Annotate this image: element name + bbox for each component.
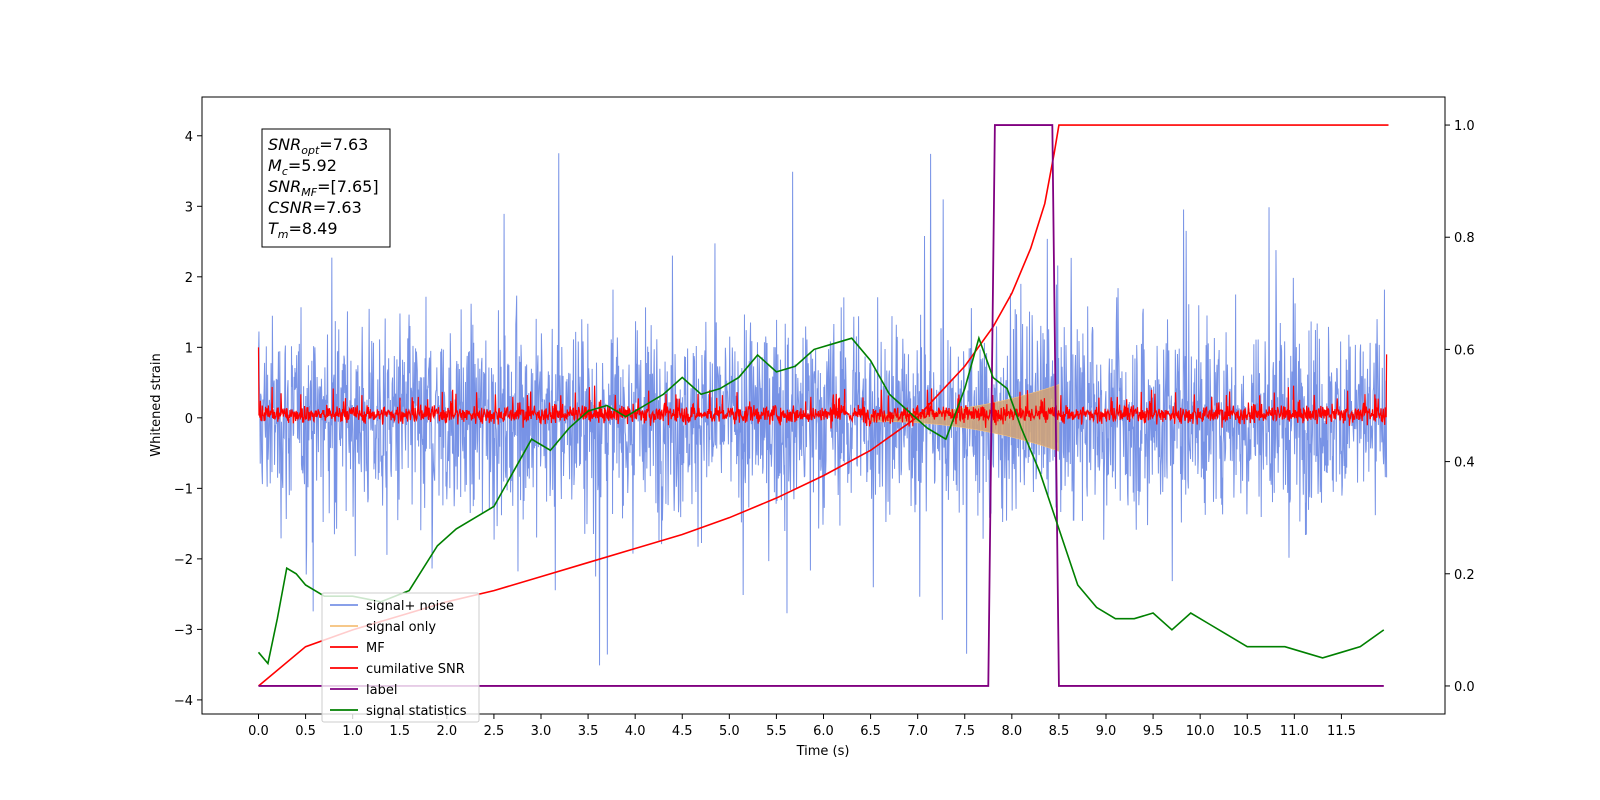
x-tick-label: 11.0 xyxy=(1280,724,1309,739)
legend-entry: signal only xyxy=(366,620,436,635)
legend-entry: label xyxy=(366,683,397,698)
right-y-tick-label: 0.0 xyxy=(1454,680,1475,695)
x-tick-label: 8.5 xyxy=(1049,724,1070,739)
x-tick-label: 1.0 xyxy=(342,724,363,739)
legend-entry: signal statistics xyxy=(366,704,467,719)
info-box-row: CSNR=7.63 xyxy=(268,198,362,217)
x-tick-label: 8.0 xyxy=(1001,724,1022,739)
info-box-row: Mc=5.92 xyxy=(268,156,337,178)
x-tick-label: 4.0 xyxy=(625,724,646,739)
y-tick-label: 1 xyxy=(185,341,193,356)
x-tick-label: 6.5 xyxy=(860,724,881,739)
y-axis-label: Whitened strain xyxy=(149,353,164,456)
y-tick-label: 0 xyxy=(185,412,193,427)
right-y-tick-label: 0.4 xyxy=(1454,456,1475,471)
legend-entry: MF xyxy=(366,641,385,656)
x-tick-label: 5.0 xyxy=(719,724,740,739)
x-tick-label: 0.0 xyxy=(248,724,269,739)
x-axis-label: Time (s) xyxy=(796,744,850,759)
x-tick-label: 6.0 xyxy=(813,724,834,739)
x-tick-label: 10.5 xyxy=(1233,724,1262,739)
x-tick-label: 7.0 xyxy=(907,724,928,739)
series-signal-statistics xyxy=(257,335,1385,666)
x-tick-label: 5.5 xyxy=(766,724,787,739)
series-label xyxy=(258,124,1384,687)
x-tick-label: 2.5 xyxy=(484,724,505,739)
x-tick-label: 0.5 xyxy=(295,724,316,739)
right-y-tick-label: 0.8 xyxy=(1454,231,1475,246)
x-tick-label: 1.5 xyxy=(389,724,410,739)
x-tick-label: 11.5 xyxy=(1327,724,1356,739)
y-tick-label: −3 xyxy=(174,623,193,638)
legend-entry: signal+ noise xyxy=(366,599,454,614)
x-tick-label: 2.0 xyxy=(436,724,457,739)
info-box-row: Tm=8.49 xyxy=(268,219,338,241)
x-tick-label: 3.5 xyxy=(578,724,599,739)
right-y-tick-label: 0.6 xyxy=(1454,343,1475,358)
right-y-tick-label: 1.0 xyxy=(1454,119,1475,134)
info-box-row: SNRopt=7.63 xyxy=(268,135,368,157)
x-axis: 0.0 0.5 1.0 1.5 2.0 2.5 3.0 3.5 4.0 4.5 5.0 5.5 6.0 6… xyxy=(248,714,1356,739)
x-tick-label: 9.5 xyxy=(1143,724,1164,739)
y-tick-label: −4 xyxy=(174,694,193,709)
y-tick-label: −1 xyxy=(174,482,193,497)
y-tick-label: 3 xyxy=(185,200,193,215)
series-mf xyxy=(257,347,1388,429)
right-y-axis: 0.0 0.2 0.4 0.6 0.8 1.0 xyxy=(1445,119,1475,695)
y-tick-label: 2 xyxy=(185,271,193,286)
x-tick-label: 4.5 xyxy=(672,724,693,739)
legend: signal+ noise signal only MF cumilative SNR… xyxy=(321,592,480,723)
legend-entry: cumilative SNR xyxy=(366,662,465,677)
info-box-frame xyxy=(261,128,391,248)
y-tick-label: 4 xyxy=(185,130,193,145)
x-tick-label: 7.5 xyxy=(954,724,975,739)
legend-frame xyxy=(321,592,480,723)
info-box-row: SNRMF=[7.65] xyxy=(268,177,379,199)
x-tick-label: 3.0 xyxy=(531,724,552,739)
y-tick-label: −2 xyxy=(174,553,193,568)
right-y-tick-label: 0.2 xyxy=(1454,568,1475,583)
x-tick-label: 9.0 xyxy=(1096,724,1117,739)
series-signal-noise xyxy=(258,153,1388,666)
plot-area xyxy=(257,124,1389,687)
y-axis: −4 −3 −2 −1 0 1 2 3 4 xyxy=(174,130,202,709)
x-tick-label: 10.0 xyxy=(1186,724,1215,739)
